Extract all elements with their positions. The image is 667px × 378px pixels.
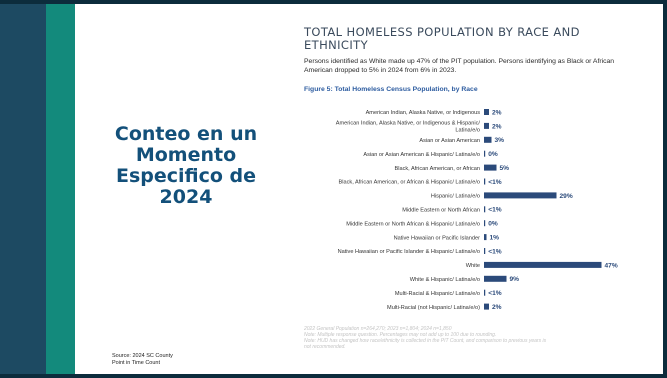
category-label: Native Hawaiian or Pacific Islander: [394, 235, 481, 241]
value-label: 2%: [492, 304, 502, 311]
category-label: Middle Eastern or North African: [402, 208, 480, 214]
value-label: <1%: [488, 207, 502, 214]
section-title-line: 2024: [159, 186, 213, 208]
bar: [484, 248, 486, 254]
value-label: 29%: [560, 193, 573, 200]
value-label: <1%: [488, 290, 502, 297]
value-label: 5%: [500, 165, 510, 172]
bar: [484, 220, 486, 227]
source-line: Point in Time Count: [112, 360, 160, 366]
category-label: Latina/e/o: [455, 128, 480, 134]
decorative-stripe-dark: [0, 0, 46, 378]
bar: [484, 109, 489, 115]
footnote-line: 2022 General Population n=264,270; 2023 …: [304, 326, 452, 332]
bar: [484, 192, 557, 199]
bar: [484, 261, 602, 268]
bar: [484, 150, 486, 157]
bar: [484, 303, 489, 310]
value-label: 9%: [510, 276, 520, 283]
value-label: 0%: [488, 151, 498, 158]
category-label: Multi-Racial (not Hispanic/ Latina/e/o): [387, 305, 480, 311]
section-title-line: Momento: [135, 144, 237, 166]
footnote-line: Note: Multiple response question. Percen…: [304, 332, 497, 338]
value-label: 3%: [495, 137, 505, 144]
category-label: Native Hawaiian or Pacific Islander & Hi…: [338, 249, 480, 255]
category-label: American Indian, Alaska Native, or Indig…: [366, 110, 481, 116]
category-label: American Indian, Alaska Native, or Indig…: [336, 121, 481, 127]
value-label: 0%: [488, 221, 498, 228]
category-label: White & Hispanic/ Latina/e/o: [410, 277, 480, 283]
page-title: TOTAL HOMELESS POPULATION BY RACE AND ET…: [304, 26, 644, 52]
value-label: 1%: [490, 235, 500, 242]
source-note: Source: 2024 SC County Point in Time Cou…: [112, 353, 173, 367]
section-title-line: Conteo en un: [114, 123, 258, 145]
category-label: Multi-Racial & Hispanic/ Latina/e/o: [395, 291, 480, 297]
decorative-stripe-teal: [46, 0, 75, 378]
bar: [484, 275, 507, 282]
category-label: Black, African American, or African: [395, 166, 481, 172]
bar: [484, 206, 486, 213]
bar: [484, 178, 486, 185]
value-label: 2%: [492, 123, 502, 130]
source-line: Source: 2024 SC County: [112, 353, 173, 359]
category-label: Middle Eastern or North African & Hispan…: [346, 221, 480, 227]
page-title-line: ETHNICITY: [304, 38, 369, 52]
section-title-line: Especifico de: [115, 165, 257, 187]
category-label: Black, African American, or African & Hi…: [339, 180, 480, 186]
value-label: 2%: [492, 109, 502, 116]
figure-title: Figure 5: Total Homeless Census Populati…: [304, 86, 478, 93]
category-label: Hispanic/ Latina/e/o: [431, 194, 480, 200]
bar-chart: American Indian, Alaska Native, or Indig…: [336, 109, 618, 311]
summary-text: Persons identified as White made up 47% …: [304, 58, 615, 74]
section-title: Conteo en un Momento Especifico de 2024: [96, 124, 276, 208]
category-label: Asian or Asian American & Hispanic/ Lati…: [363, 152, 480, 158]
bar: [484, 164, 497, 171]
category-label: White: [466, 263, 480, 269]
category-label: Asian or Asian American: [419, 138, 480, 144]
slide-border-right: [663, 0, 667, 378]
bar: [484, 289, 486, 296]
bar: [484, 234, 487, 241]
footnotes: 2022 General Population n=264,270; 2023 …: [304, 326, 640, 350]
footnote-line: Note: HUD has changed how race/ethnicity…: [304, 338, 547, 344]
value-label: 47%: [605, 262, 618, 269]
page-title-line: TOTAL HOMELESS POPULATION BY RACE AND: [304, 25, 580, 39]
slide-border-top: [0, 0, 667, 4]
bar: [484, 122, 489, 129]
value-label: <1%: [488, 179, 502, 186]
footnote-line: not recommended.: [304, 344, 346, 350]
bar: [484, 136, 492, 143]
slide-border-bottom: [0, 374, 667, 378]
value-label: <1%: [488, 248, 502, 255]
